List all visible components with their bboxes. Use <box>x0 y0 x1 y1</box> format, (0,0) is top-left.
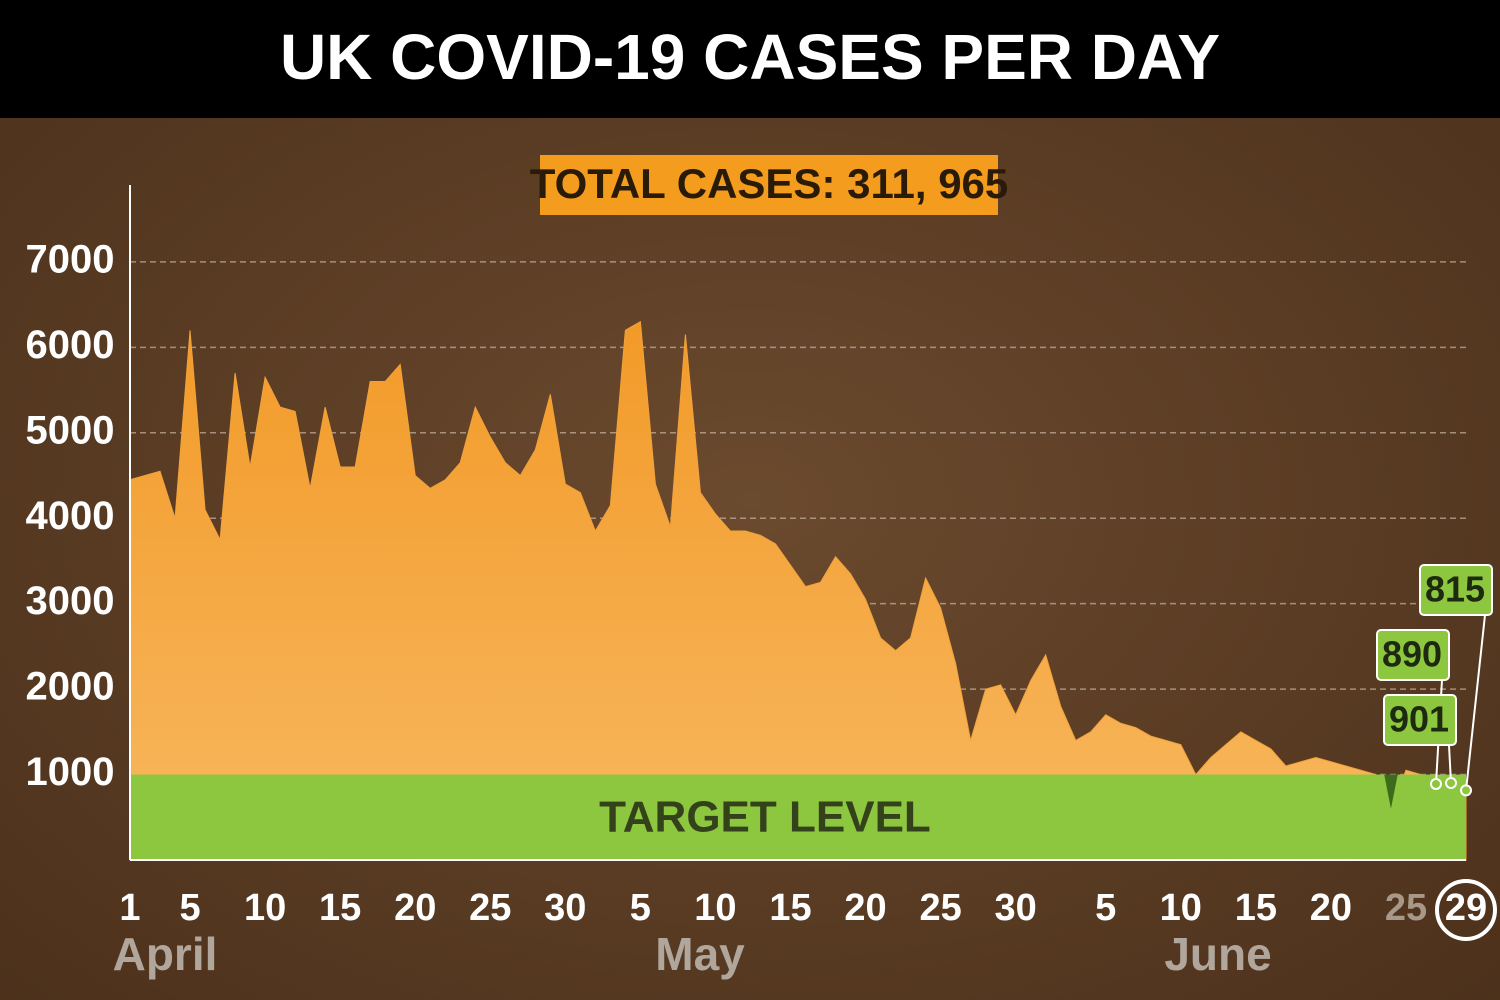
label-box <box>1419 564 1493 616</box>
data-label: 901 <box>1389 699 1449 740</box>
y-tick-label: 3000 <box>26 579 115 623</box>
label-box <box>1376 629 1450 681</box>
y-tick-label: 1000 <box>26 750 115 794</box>
point <box>1460 784 1472 797</box>
subtitle: TOTAL CASES: 311, 965 <box>530 160 1009 207</box>
dip <box>1384 774 1398 809</box>
x-tick-label: 25 <box>1385 887 1427 929</box>
x-tick-label: 15 <box>1235 887 1277 929</box>
y-tick-label: 4000 <box>26 494 115 538</box>
area <box>129 320 1467 861</box>
data-label: 815 <box>1425 569 1485 610</box>
y-tick-label: 7000 <box>26 237 115 281</box>
highlight-circle <box>1435 879 1497 941</box>
target-band <box>130 774 1466 860</box>
month-label: April <box>113 928 218 980</box>
x-tick-label: 15 <box>319 887 361 929</box>
x-tick-label: 30 <box>544 887 586 929</box>
x-tick-label: 10 <box>1160 887 1202 929</box>
y-tick-label: 5000 <box>26 408 115 452</box>
x-tick-label: 5 <box>179 887 200 929</box>
data-label: 890 <box>1382 634 1442 675</box>
point <box>1429 777 1442 790</box>
header-band <box>0 0 1500 118</box>
x-tick-label: 25 <box>919 887 961 929</box>
x-tick-label: 5 <box>1095 887 1116 929</box>
x-tick-label: 30 <box>995 887 1037 929</box>
month-label: June <box>1164 928 1271 980</box>
y-tick-label: 6000 <box>26 323 115 367</box>
label-leader <box>1448 744 1452 784</box>
x-tick-label: 20 <box>844 887 886 929</box>
x-tick-label: 29 <box>1445 887 1487 929</box>
label-leader <box>1465 614 1486 791</box>
x-tick-label: 15 <box>769 887 811 929</box>
chart-title: UK COVID-19 CASES PER DAY <box>280 21 1220 93</box>
x-tick-label: 20 <box>1310 887 1352 929</box>
y-tick-label: 2000 <box>26 665 115 709</box>
x-tick-label: 25 <box>469 887 511 929</box>
x-tick-label: 5 <box>630 887 651 929</box>
subtitle-box <box>540 155 998 215</box>
x-tick-label: 10 <box>244 887 286 929</box>
label-box <box>1383 694 1457 746</box>
point <box>1444 777 1457 790</box>
x-tick-label: 10 <box>694 887 736 929</box>
x-tick-label: 1 <box>119 887 140 929</box>
month-label: May <box>655 928 745 980</box>
x-tick-label: 20 <box>394 887 436 929</box>
target-label: TARGET LEVEL <box>599 793 931 842</box>
